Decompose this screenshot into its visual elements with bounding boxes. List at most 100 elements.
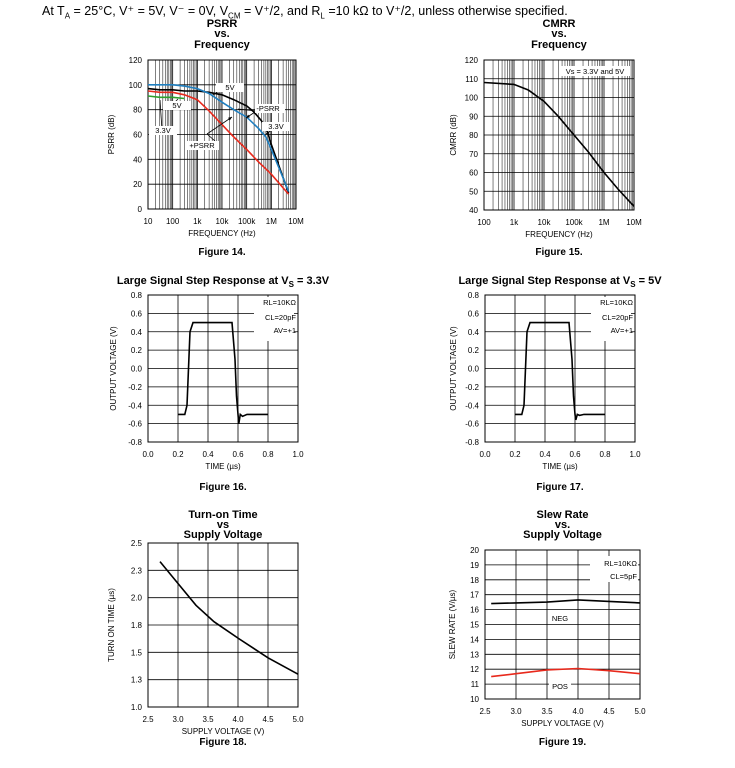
y-tick-label: 20 [133,180,142,189]
x-axis-label: FREQUENCY (Hz) [188,229,256,238]
x-tick-label: 1M [266,217,277,226]
annotation-bg [185,141,219,150]
annotation-bg [591,297,631,341]
y-tick-label: 16 [470,606,479,615]
x-tick-label: 3.5 [202,715,214,724]
annotation-cl: CL=20pF [265,313,296,322]
x-tick-label: 0.2 [509,450,521,459]
chart-title: CMRR [543,18,576,30]
annotation-leader [206,133,216,142]
x-tick-label: 0.6 [569,450,581,459]
chart-title: Frequency [531,39,588,51]
series-line-neg [491,599,641,605]
x-tick-label: 4.0 [232,715,244,724]
x-tick-label: 10 [144,217,153,226]
annotation-leader [237,108,257,112]
annotation-neg: NEG [552,614,568,623]
chart-17: 0.0 0.2 0.4 0.6 0.8 1.0 -0.8 -0.6 -0.4 -0.2 0.0 0.2… [449,275,662,493]
x-tick-label: 1k [193,217,202,226]
y-tick-label: 2.0 [131,594,143,603]
y-tick-label: 2.5 [131,539,143,548]
y-tick-label: -0.8 [128,438,142,447]
figure-caption: Figure 19. [539,737,586,748]
x-tick-label: 1M [598,218,609,227]
chart-title: Slew Rate [537,509,589,521]
y-tick-label: 0.2 [468,346,480,355]
plot-frame [483,59,635,211]
y-axis-label: TURN ON TIME (µs) [107,588,116,662]
chart-16: 0.0 0.2 0.4 0.6 0.8 1.0 -0.8 -0.6 -0.4 -0.2 0.0 0.2… [109,275,330,493]
annotation-bg [262,122,290,131]
chart-title: Turn-on Time [188,509,257,521]
x-tick-label: 0.4 [202,450,214,459]
x-tick-label: 3.0 [172,715,184,724]
y-tick-label: -0.8 [465,438,479,447]
legend-box [560,66,630,76]
x-tick-label: 0.6 [232,450,244,459]
y-tick-label: 80 [469,131,478,140]
x-tick-label: 1.0 [629,450,641,459]
y-tick-label: 11 [471,680,480,689]
annotation-3v3-pos: 3.3V [155,126,170,135]
x-tick-label: 10k [216,217,230,226]
y-tick-label: 1.3 [131,676,143,685]
figure-caption: Figure 15. [535,247,582,258]
annotation-av: AV=+1 [611,326,633,335]
x-tick-label: 4.5 [262,715,274,724]
y-tick-label: 12 [470,665,479,674]
y-tick-label: 0.0 [131,365,143,374]
x-tick-label: 4.5 [603,707,615,716]
annotation-leader [206,116,233,135]
annotation-cl: CL=20pF [602,313,633,322]
y-tick-label: 1.8 [131,621,143,630]
annotation-bg [549,681,571,691]
y-tick-label: 90 [469,112,478,121]
x-tick-label: 100k [238,217,256,226]
annotation-5v-pos: 5V [172,101,181,110]
chart-title: vs. [555,519,570,531]
series-line-0 [159,561,299,675]
annotation-pos: POS [552,682,568,691]
series-line-0 [147,87,290,194]
plot-frame [147,59,297,210]
x-tick-label: 3.0 [510,707,522,716]
y-axis-label: SLEW RATE (V/µs) [448,589,457,659]
x-axis-label: TIME (µs) [542,462,578,471]
y-tick-label: -0.2 [465,383,479,392]
y-tick-label: 0.4 [468,328,480,337]
figure-caption: Figure 14. [198,247,245,258]
chart-18: 2.5 3.0 3.5 4.0 4.5 5.0 1.0 1.3 1.5 1.8 2.0 2.3 2.5 T… [107,509,304,748]
chart-title: vs. [214,28,229,40]
x-tick-label: 2.5 [142,715,154,724]
x-axis-label: FREQUENCY (Hz) [525,230,593,239]
annotation-bg [163,101,191,110]
x-tick-label: 0.8 [599,450,611,459]
y-tick-label: 60 [133,131,142,140]
y-tick-label: 0.8 [468,291,480,300]
y-tick-label: 80 [133,106,142,115]
y-axis-label: PSRR (dB) [107,114,116,154]
series-line-pos [491,667,641,678]
x-tick-label: 10M [626,218,642,227]
x-tick-label: 100 [477,218,491,227]
y-tick-label: 40 [469,206,478,215]
annotation-rl: RL=10KΩ [604,559,637,568]
y-tick-label: 110 [465,75,478,84]
annotation-bg [590,556,638,582]
plot-frame [147,542,299,708]
annotation-pos-psrr: +PSRR [189,141,215,150]
annotation-bg [149,126,177,135]
y-tick-label: 1.0 [131,703,143,712]
chart-title: Supply Voltage [523,529,602,541]
chart-title: Frequency [194,39,251,51]
x-tick-label: 0.0 [142,450,154,459]
arrow-head [246,114,250,118]
series-line-2 [147,95,185,100]
y-tick-label: 10 [470,695,479,704]
legend-text: Vs = 3.3V and 5V [566,67,625,76]
y-axis-label: OUTPUT VOLTAGE (V) [449,326,458,411]
y-tick-label: 120 [465,56,479,65]
series-line-0 [483,81,635,207]
chart-title: PSRR [207,18,238,30]
